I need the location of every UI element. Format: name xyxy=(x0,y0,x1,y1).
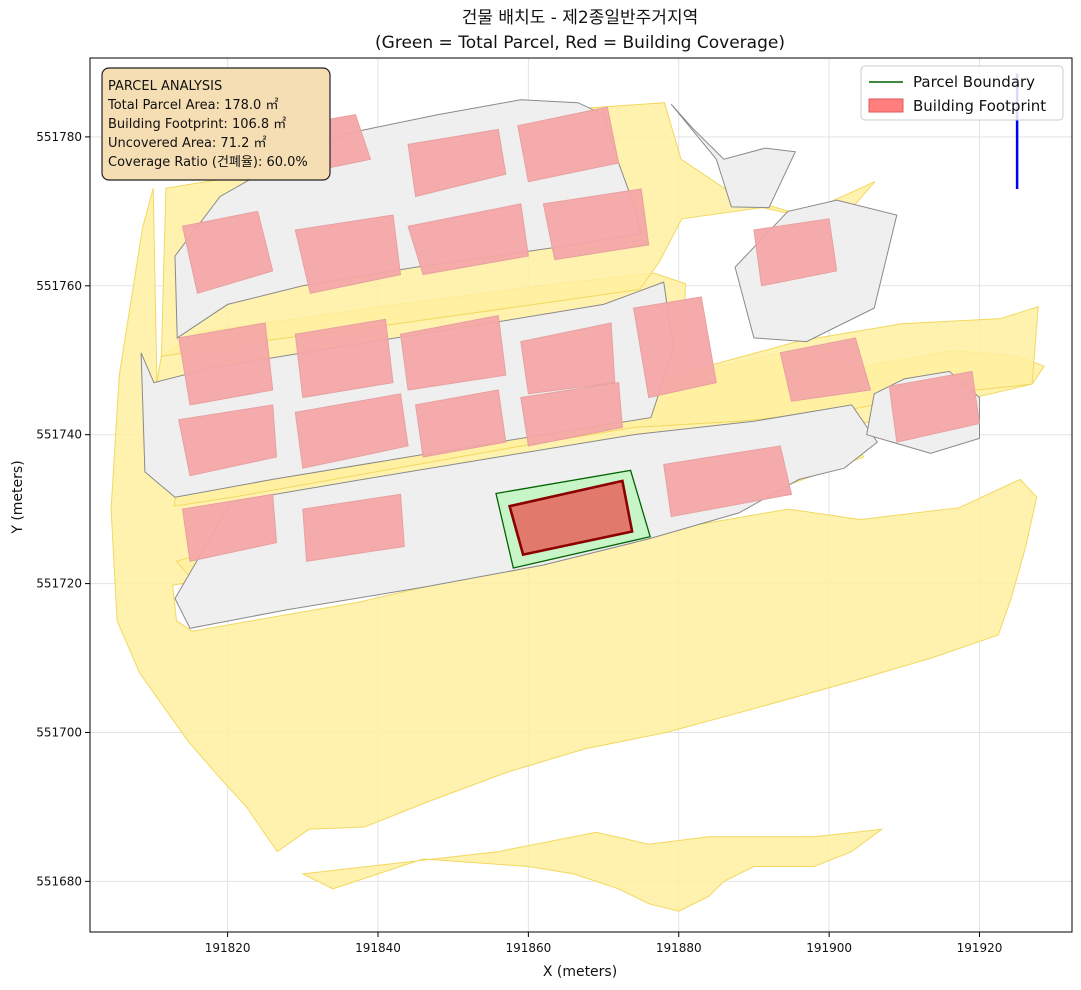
road-polygon xyxy=(301,828,884,912)
building-footprint xyxy=(415,389,507,458)
chart-subtitle: (Green = Total Parcel, Red = Building Co… xyxy=(375,33,785,53)
info-box: PARCEL ANALYSIS Total Parcel Area: 178.0… xyxy=(101,67,331,181)
y-tick-label: 551680 xyxy=(36,874,82,888)
building-footprint xyxy=(181,493,278,562)
building-footprint xyxy=(294,214,402,294)
info-box-frame xyxy=(101,67,331,181)
info-line-coverage: Coverage Ratio (건폐율): 60.0% xyxy=(108,155,308,170)
legend: Parcel Boundary Building Footprint xyxy=(860,65,1064,121)
building-footprint xyxy=(294,393,409,469)
block-polygon xyxy=(670,103,797,209)
y-tick-label: 551720 xyxy=(36,577,82,591)
info-line-total: Total Parcel Area: 178.0 ㎡ xyxy=(107,98,278,113)
y-tick-label: 551760 xyxy=(36,279,82,293)
info-line-uncovered: Uncovered Area: 71.2 ㎡ xyxy=(108,136,267,151)
x-tick-label: 191860 xyxy=(505,941,551,955)
legend-label-parcel: Parcel Boundary xyxy=(913,73,1035,91)
building-layer xyxy=(178,106,981,562)
axis-ticks: 191820 191840 191860 191880 191900 191920 5516… xyxy=(36,130,1002,955)
legend-swatch-building xyxy=(868,98,904,113)
building-footprint xyxy=(520,382,623,447)
x-tick-label: 191900 xyxy=(806,941,852,955)
building-footprint xyxy=(542,188,650,261)
building-footprint xyxy=(407,203,529,276)
x-tick-label: 191820 xyxy=(205,941,251,955)
building-footprint xyxy=(399,315,507,391)
info-line-footprint: Building Footprint: 106.8 ㎡ xyxy=(108,117,286,132)
x-tick-label: 191880 xyxy=(656,941,702,955)
building-footprint xyxy=(302,493,405,562)
plot-frame xyxy=(89,57,1073,933)
building-footprint xyxy=(178,322,274,406)
building-footprint xyxy=(888,370,981,443)
y-tick-label: 551700 xyxy=(36,725,82,739)
x-tick-label: 191840 xyxy=(355,941,401,955)
y-tick-label: 551780 xyxy=(36,130,82,144)
target-layer xyxy=(495,469,652,569)
building-footprint xyxy=(633,296,717,399)
chart-title: 건물 배치도 - 제2종일반주거지역 xyxy=(462,8,698,28)
x-tick-label: 191920 xyxy=(957,941,1003,955)
legend-label-building: Building Footprint xyxy=(913,97,1046,115)
building-footprint xyxy=(520,322,616,395)
building-footprint xyxy=(407,128,507,198)
building-footprint xyxy=(663,445,793,518)
building-footprint xyxy=(517,106,620,183)
building-footprint xyxy=(779,337,872,402)
building-footprint xyxy=(181,210,274,294)
info-line-title: PARCEL ANALYSIS xyxy=(108,79,222,94)
building-footprint xyxy=(294,318,394,399)
y-tick-label: 551740 xyxy=(36,428,82,442)
building-footprint xyxy=(753,218,838,287)
building-footprint xyxy=(178,404,278,477)
target-building xyxy=(507,479,634,557)
legend-frame xyxy=(860,65,1064,121)
y-axis-label: Y (meters) xyxy=(10,460,26,534)
x-axis-label: X (meters) xyxy=(543,964,617,980)
